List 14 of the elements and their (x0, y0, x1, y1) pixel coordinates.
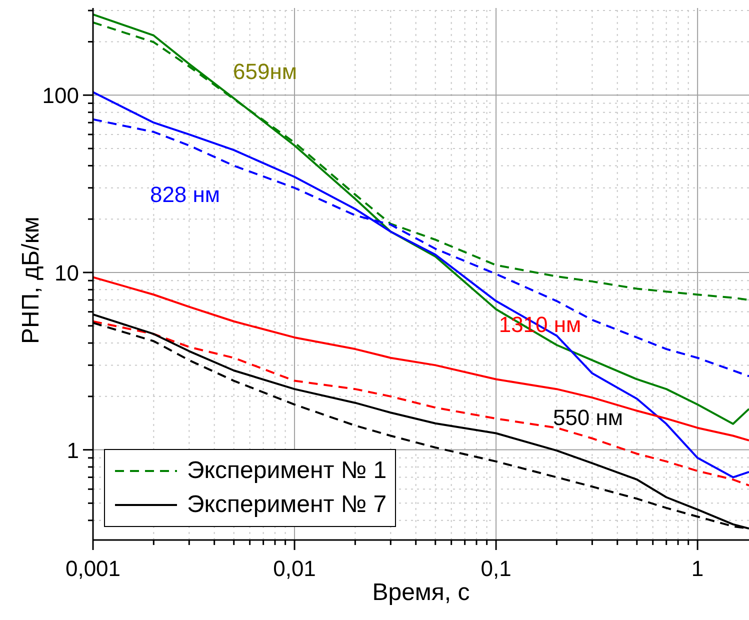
y-tick-label: 100 (42, 83, 79, 108)
x-tick-label: 0,1 (480, 556, 512, 581)
legend-label: Эксперимент № 1 (187, 456, 387, 486)
annotation: 828 нм (148, 182, 222, 207)
y-axis-title: РНП, дБ/км (18, 216, 45, 344)
y-tick-label: 10 (54, 260, 79, 286)
x-tick-label: 0,001 (65, 556, 121, 581)
annotation: 659нм (232, 59, 298, 84)
legend-label: Эксперимент № 7 (187, 490, 387, 520)
y-tick-label: 1 (66, 438, 79, 463)
x-tick-label: 1 (691, 556, 704, 581)
annotation: 550 нм (552, 405, 624, 430)
x-tick-label: 0,01 (273, 556, 316, 581)
x-axis-title: Время, с (372, 579, 470, 606)
